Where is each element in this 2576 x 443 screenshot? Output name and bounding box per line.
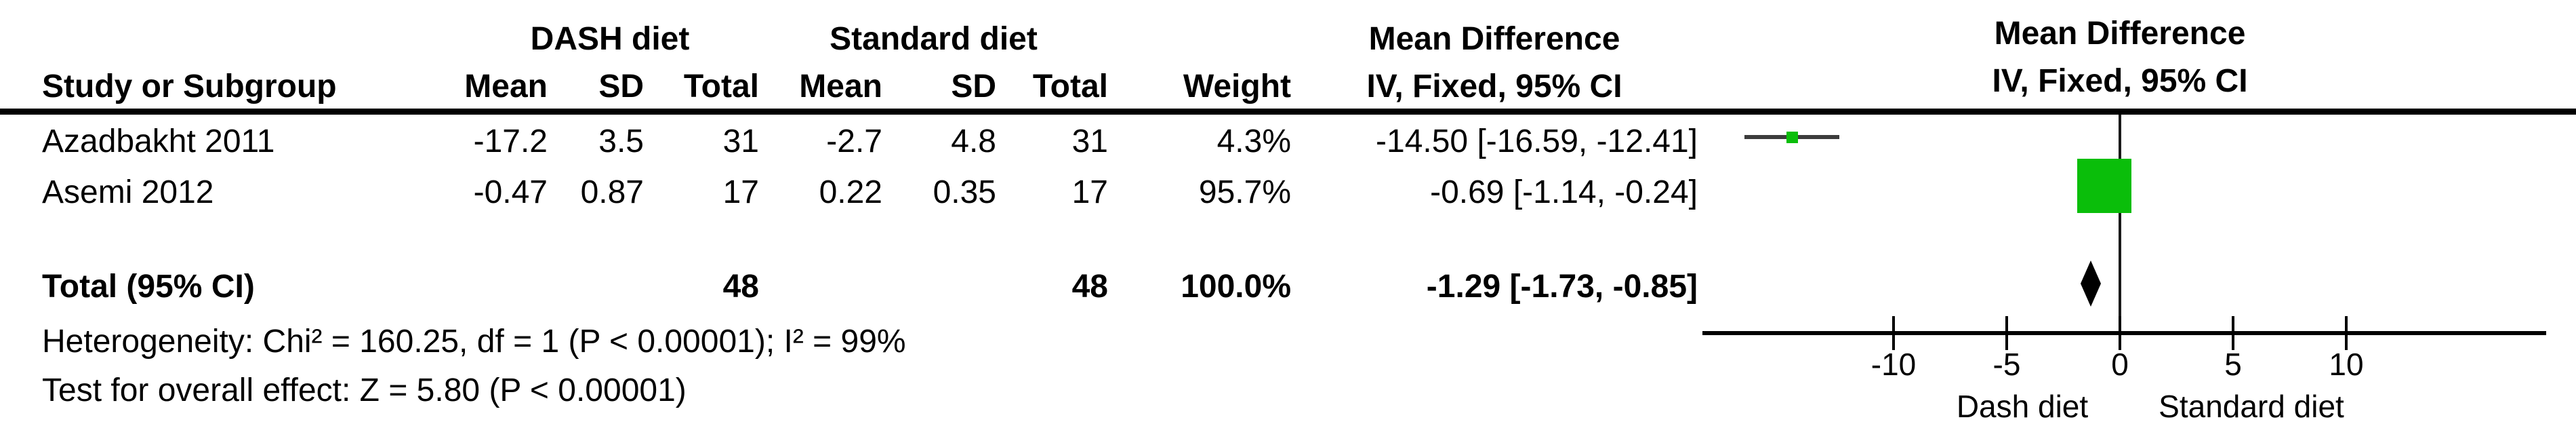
table-row: Asemi 2012 -0.47 0.87 17 0.22 0.35 17 95… <box>0 174 1698 212</box>
axis-tick <box>1892 316 1895 350</box>
standard-total-sum: 48 <box>1071 269 1108 305</box>
axis-tick-label: 0 <box>2111 347 2129 382</box>
column-header-row: Study or Subgroup Mean SD Total Mean SD … <box>0 68 1698 106</box>
mean-difference-plot-header: Mean Difference <box>1994 16 2246 52</box>
weight-value: 95.7% <box>1198 174 1291 210</box>
dash-sd-value: 0.87 <box>580 174 644 210</box>
dash-sd-header: SD <box>598 69 644 104</box>
group-header-row: DASH diet Standard diet Mean Difference <box>0 20 1698 58</box>
ci-text-value: -0.69 [-1.14, -0.24] <box>1430 174 1698 210</box>
total-label: Total (95% CI) <box>42 269 255 305</box>
summary-diamond <box>2081 261 2101 307</box>
x-axis-line <box>1702 331 2546 335</box>
dash-total-value: 17 <box>722 174 759 210</box>
axis-tick <box>2232 316 2234 350</box>
axis-tick-label: -5 <box>1992 347 2021 382</box>
axis-tick-label: 5 <box>2224 347 2242 382</box>
total-ci-text-value: -1.29 [-1.73, -0.85] <box>1426 269 1698 305</box>
dash-total-header: Total <box>683 69 759 104</box>
standard-diet-group-header: Standard diet <box>830 21 1038 57</box>
axis-tick-label: 10 <box>2329 347 2364 382</box>
header-separator-line <box>0 109 2576 115</box>
total-row: Total (95% CI) 48 48 100.0% -1.29 [-1.73… <box>0 268 1698 306</box>
axis-tick <box>2005 316 2008 350</box>
dash-total-sum: 48 <box>722 269 759 305</box>
weight-square <box>1786 131 1798 143</box>
dash-mean-header: Mean <box>464 69 548 104</box>
total-weight-value: 100.0% <box>1181 269 1291 305</box>
iv-fixed-ci-text-header: IV, Fixed, 95% CI <box>1366 69 1622 104</box>
ci-text-value: -14.50 [-16.59, -12.41] <box>1376 123 1698 159</box>
standard-sd-value: 4.8 <box>951 123 996 159</box>
heterogeneity-text: Heterogeneity: Chi² = 160.25, df = 1 (P … <box>42 324 906 360</box>
mean-difference-text-header: Mean Difference <box>1368 21 1620 57</box>
overall-effect-text: Test for overall effect: Z = 5.80 (P < 0… <box>42 372 687 408</box>
table-row: Azadbakht 2011 -17.2 3.5 31 -2.7 4.8 31 … <box>0 123 1698 161</box>
standard-mean-header: Mean <box>799 69 882 104</box>
standard-mean-value: 0.22 <box>819 174 882 210</box>
dash-mean-value: -0.47 <box>473 174 548 210</box>
weight-square <box>2077 159 2131 213</box>
standard-total-value: 31 <box>1071 123 1108 159</box>
iv-fixed-ci-plot-header: IV, Fixed, 95% CI <box>1992 63 2248 99</box>
dash-total-value: 31 <box>722 123 759 159</box>
weight-header: Weight <box>1183 69 1291 104</box>
axis-tick <box>2119 316 2121 350</box>
axis-label-left: Dash diet <box>1956 389 2089 424</box>
standard-total-value: 17 <box>1071 174 1108 210</box>
standard-sd-header: SD <box>951 69 996 104</box>
dash-mean-value: -17.2 <box>473 123 548 159</box>
study-name: Asemi 2012 <box>42 174 214 210</box>
axis-tick-label: -10 <box>1870 347 1917 382</box>
weight-value: 4.3% <box>1217 123 1291 159</box>
standard-total-header: Total <box>1032 69 1108 104</box>
zero-reference-line <box>2119 115 2121 335</box>
standard-mean-value: -2.7 <box>826 123 882 159</box>
dash-diet-group-header: DASH diet <box>530 21 690 57</box>
standard-sd-value: 0.35 <box>933 174 996 210</box>
dash-sd-value: 3.5 <box>598 123 644 159</box>
axis-tick <box>2345 316 2348 350</box>
axis-label-right: Standard diet <box>2159 389 2344 424</box>
study-name: Azadbakht 2011 <box>42 123 275 159</box>
study-column-header: Study or Subgroup <box>42 69 337 104</box>
